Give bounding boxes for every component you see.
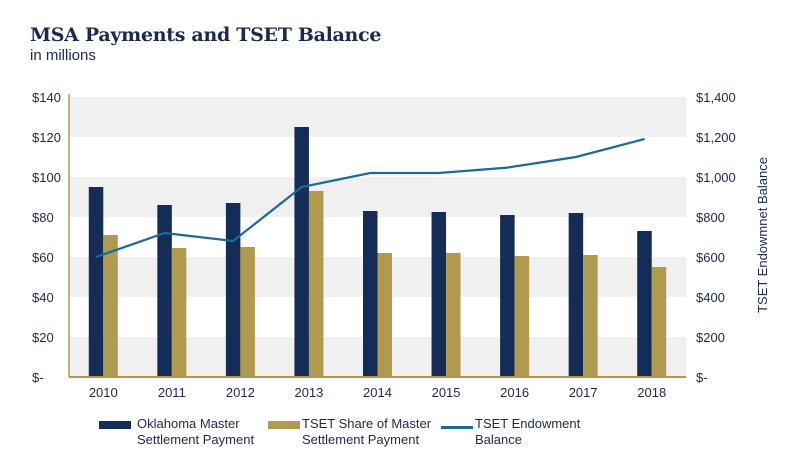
left-tick-label: $60 — [32, 250, 54, 265]
x-tick-label: 2010 — [89, 385, 118, 400]
x-tick-label: 2016 — [500, 385, 529, 400]
legend-swatch-endowment — [441, 426, 473, 429]
bar-oklahoma-2016 — [500, 215, 515, 377]
left-tick-label: $- — [32, 370, 44, 385]
legend-swatch-oklahoma — [99, 421, 131, 429]
bar-tset-share-2012 — [240, 247, 255, 377]
bar-tset-share-2011 — [171, 248, 187, 377]
right-tick-label: $800 — [696, 210, 725, 225]
left-tick-label: $80 — [32, 210, 54, 225]
bar-oklahoma-2011 — [157, 205, 172, 377]
bar-tset-share-2016 — [514, 256, 530, 377]
right-tick-label: $200 — [696, 330, 725, 345]
bar-tset-share-2014 — [377, 253, 392, 377]
chart-title: MSA Payments and TSET Balance — [30, 24, 382, 46]
x-tick-label: 2014 — [363, 385, 392, 400]
right-axis-title: TSET Endowmnet Balance — [755, 157, 770, 313]
left-tick-label: $120 — [32, 130, 61, 145]
x-tick-label: 2017 — [569, 385, 598, 400]
left-tick-label: $140 — [32, 90, 61, 105]
legend-swatch-tset-share — [268, 421, 300, 429]
legend-text: Settlement Payment — [302, 432, 420, 447]
x-tick-label: 2018 — [637, 385, 666, 400]
legend-text: Oklahoma Master — [137, 416, 240, 431]
chart-subtitle: in millions — [30, 47, 96, 64]
x-tick-label: 2011 — [158, 385, 186, 400]
legend-label-endowment: TSET Endowment Balance — [475, 416, 580, 448]
bar-tset-share-2013 — [308, 191, 324, 377]
bar-oklahoma-2014 — [363, 211, 378, 377]
right-tick-label: $400 — [696, 290, 725, 305]
right-tick-label: $1,000 — [696, 170, 736, 185]
x-tick-label: 2012 — [226, 385, 255, 400]
bar-oklahoma-2010 — [88, 187, 104, 377]
left-tick-label: $20 — [32, 330, 54, 345]
right-tick-label: $- — [696, 370, 708, 385]
grid-band — [69, 97, 686, 137]
x-tick-label: 2015 — [432, 385, 461, 400]
bar-oklahoma-2012 — [225, 203, 241, 377]
left-tick-label: $100 — [32, 170, 61, 185]
legend-label-oklahoma: Oklahoma Master Settlement Payment — [137, 416, 254, 448]
bar-tset-share-2010 — [103, 235, 118, 377]
bar-tset-share-2018 — [651, 267, 667, 377]
legend-text: TSET Share of Master — [302, 416, 432, 431]
bar-oklahoma-2013 — [294, 127, 309, 377]
bar-tset-share-2015 — [446, 253, 461, 377]
bar-tset-share-2017 — [583, 255, 598, 377]
right-tick-label: $1,200 — [696, 130, 736, 145]
bar-oklahoma-2018 — [637, 231, 652, 377]
bar-oklahoma-2015 — [431, 212, 447, 377]
legend-label-tset-share: TSET Share of Master Settlement Payment — [302, 416, 431, 448]
x-tick-label: 2013 — [294, 385, 323, 400]
legend-text: Balance — [475, 432, 522, 447]
legend-text: Settlement Payment — [137, 432, 255, 447]
right-tick-label: $600 — [696, 250, 725, 265]
legend-text: TSET Endowment — [475, 416, 581, 431]
right-tick-label: $1,400 — [696, 90, 736, 105]
left-tick-label: $40 — [32, 290, 54, 305]
bar-oklahoma-2017 — [568, 213, 584, 377]
